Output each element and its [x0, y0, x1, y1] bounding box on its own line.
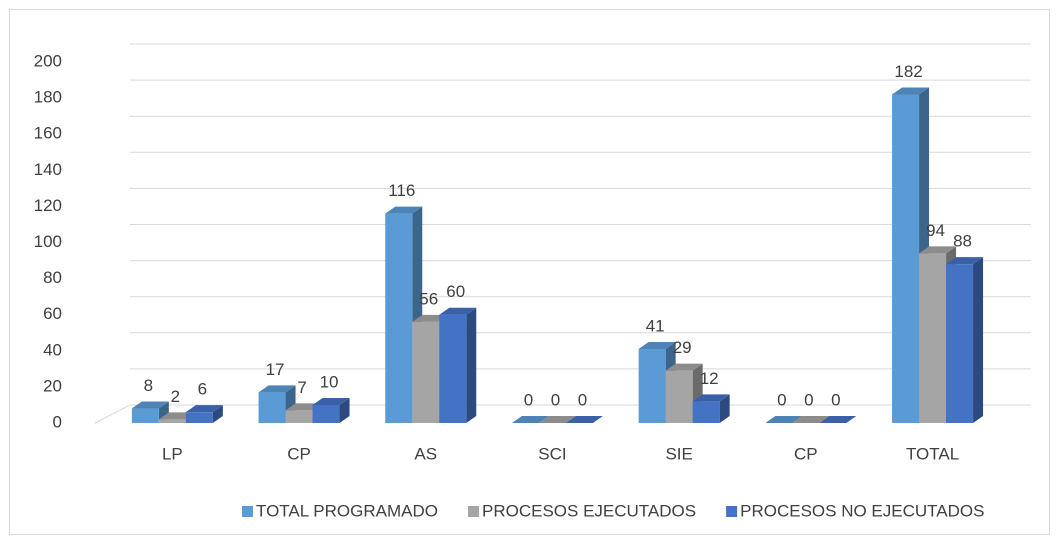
x-tick-label: TOTAL: [906, 444, 959, 463]
bar-side: [466, 307, 477, 423]
x-tick-label: SIE: [665, 444, 692, 463]
y-tick-label: 80: [43, 268, 62, 287]
data-label: 88: [953, 232, 972, 251]
x-tick-label: SCI: [538, 444, 566, 463]
bar-side: [973, 257, 984, 423]
bar: [412, 321, 440, 423]
bar: [312, 404, 340, 423]
y-tick-label: 180: [34, 88, 62, 107]
bar-top: [692, 394, 730, 402]
bar: [258, 392, 286, 423]
bar: [285, 410, 313, 423]
bar-top: [538, 416, 576, 423]
legend-swatch: [726, 506, 738, 517]
bar: [919, 253, 947, 423]
legend-label: PROCESOS EJECUTADOS: [482, 501, 696, 520]
data-label: 94: [926, 221, 945, 240]
bar-top: [185, 405, 223, 413]
bar: [439, 314, 467, 423]
data-label: 6: [198, 380, 207, 399]
data-label: 60: [446, 282, 465, 301]
bar: [892, 94, 920, 424]
floor-edge: [94, 404, 131, 424]
data-label: 116: [388, 181, 415, 200]
bar: [131, 408, 159, 423]
chart-border: [9, 9, 1050, 535]
bar: [185, 412, 213, 423]
data-label: 2: [171, 387, 180, 406]
bar-top: [312, 397, 350, 405]
y-tick-label: 100: [34, 232, 62, 251]
data-label: 0: [777, 390, 786, 409]
bar-side: [719, 394, 730, 423]
bar-top: [131, 401, 169, 409]
data-label: 0: [831, 390, 840, 409]
legend-label: TOTAL PROGRAMADO: [256, 501, 438, 520]
bar: [385, 213, 413, 423]
bar-top: [665, 363, 703, 371]
y-tick-label: 160: [34, 124, 62, 143]
data-label: 0: [524, 390, 533, 409]
bar-top: [892, 87, 930, 95]
y-tick-label: 40: [43, 340, 62, 359]
bar-top: [792, 416, 830, 423]
legend-swatch: [468, 506, 479, 517]
y-tick-label: 140: [34, 160, 62, 179]
bar: [692, 401, 720, 423]
x-tick-label: LP: [162, 444, 183, 463]
legend-swatch: [242, 506, 253, 517]
bar-top: [919, 246, 957, 254]
data-label: 0: [804, 390, 813, 409]
bar: [665, 370, 693, 423]
bar-side: [339, 397, 350, 423]
legend-label: PROCESOS NO EJECUTADOS: [740, 501, 984, 520]
x-tick-label: CP: [287, 444, 311, 463]
y-tick-label: 120: [34, 196, 62, 215]
data-label: 41: [646, 316, 665, 335]
bar-top: [258, 385, 296, 393]
bar-top: [439, 307, 477, 315]
y-tick-label: 20: [43, 376, 62, 395]
data-label: 182: [894, 62, 922, 81]
bar-top: [765, 416, 803, 423]
y-tick-label: 60: [43, 304, 62, 323]
y-tick-label: 0: [53, 412, 62, 431]
data-label: 12: [700, 369, 719, 388]
data-label: 56: [419, 289, 438, 308]
x-tick-label: AS: [414, 444, 437, 463]
bar: [638, 348, 666, 423]
bar-top: [819, 416, 857, 423]
data-label: 10: [320, 372, 339, 391]
y-tick-label: 200: [34, 51, 62, 70]
data-label: 17: [266, 360, 285, 379]
data-label: 0: [578, 390, 587, 409]
bar-top: [638, 341, 676, 349]
bar-top: [511, 416, 549, 423]
data-label: 0: [551, 390, 560, 409]
x-tick-label: CP: [794, 444, 818, 463]
bar-side: [212, 405, 223, 423]
bar: [158, 419, 186, 423]
data-label: 8: [144, 376, 153, 395]
bar-top: [565, 416, 603, 423]
bar-top: [385, 206, 423, 214]
data-label: 7: [297, 378, 306, 397]
data-label: 29: [673, 338, 692, 357]
bar: [946, 264, 974, 423]
bar-top: [946, 257, 984, 265]
